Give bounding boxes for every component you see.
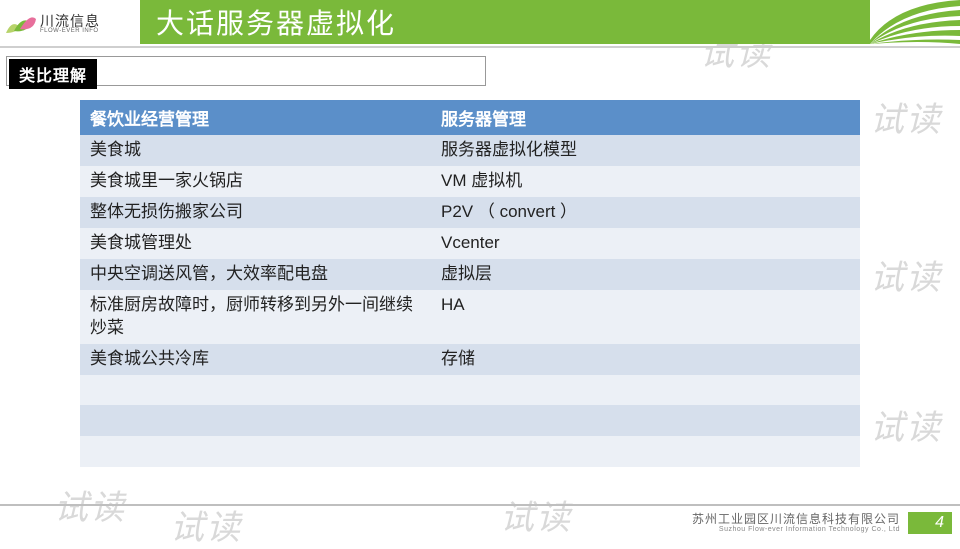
table-cell: 美食城 (80, 135, 431, 166)
table-cell: 美食城里一家火锅店 (80, 166, 431, 197)
page-number-value: 4 (935, 514, 944, 532)
table-cell: 美食城公共冷库 (80, 344, 431, 375)
logo-text-en: FLOW-EVER INFO (40, 28, 100, 34)
logo-mark-icon (6, 9, 36, 39)
logo: 川流信息 FLOW-EVER INFO (6, 2, 136, 46)
footer-company-en: Suzhou Flow-ever Information Technology … (692, 526, 900, 534)
analogy-table-container: 餐饮业经营管理 服务器管理 美食城服务器虚拟化模型美食城里一家火锅店VM 虚拟机… (80, 100, 860, 467)
table-row: 美食城服务器虚拟化模型 (80, 135, 860, 166)
table-row: 美食城管理处Vcenter (80, 228, 860, 259)
table-row: 中央空调送风管，大效率配电盘虚拟层 (80, 259, 860, 290)
header-stripes-icon (870, 0, 960, 44)
table-cell: Vcenter (431, 228, 860, 259)
table-row: 整体无损伤搬家公司P2V （ convert ） (80, 197, 860, 228)
watermark-text: 试读 (870, 400, 942, 449)
table-cell: 整体无损伤搬家公司 (80, 197, 431, 228)
table-cell: 存储 (431, 344, 860, 375)
table-row: 美食城里一家火锅店VM 虚拟机 (80, 166, 860, 197)
logo-text-cn: 川流信息 (40, 14, 100, 28)
table-header-cell: 服务器管理 (431, 100, 860, 135)
table-cell (80, 375, 431, 406)
table-cell: 服务器虚拟化模型 (431, 135, 860, 166)
table-cell: 美食城管理处 (80, 228, 431, 259)
slide-footer: 苏州工业园区川流信息科技有限公司 Suzhou Flow-ever Inform… (0, 504, 960, 540)
table-cell: 虚拟层 (431, 259, 860, 290)
table-cell (80, 436, 431, 467)
footer-company: 苏州工业园区川流信息科技有限公司 Suzhou Flow-ever Inform… (692, 513, 900, 534)
table-row (80, 375, 860, 406)
slide-header: 川流信息 FLOW-EVER INFO 大话服务器虚拟化 (0, 0, 960, 48)
table-cell: 中央空调送风管，大效率配电盘 (80, 259, 431, 290)
table-row (80, 436, 860, 467)
header-divider (0, 46, 960, 48)
table-cell: VM 虚拟机 (431, 166, 860, 197)
footer-company-cn: 苏州工业园区川流信息科技有限公司 (692, 513, 900, 526)
section-label-box: 类比理解 (6, 56, 486, 86)
table-row (80, 405, 860, 436)
table-cell (431, 405, 860, 436)
slide-title: 大话服务器虚拟化 (140, 0, 870, 44)
section-label: 类比理解 (9, 59, 97, 89)
table-cell (431, 375, 860, 406)
table-row: 标准厨房故障时，厨师转移到另外一间继续炒菜HA (80, 290, 860, 344)
watermark-text: 试读 (870, 92, 942, 141)
table-cell (80, 405, 431, 436)
page-number: 4 (908, 512, 952, 534)
table-cell: 标准厨房故障时，厨师转移到另外一间继续炒菜 (80, 290, 431, 344)
table-header-cell: 餐饮业经营管理 (80, 100, 431, 135)
watermark-text: 试读 (870, 250, 942, 299)
table-row: 美食城公共冷库存储 (80, 344, 860, 375)
analogy-table: 餐饮业经营管理 服务器管理 美食城服务器虚拟化模型美食城里一家火锅店VM 虚拟机… (80, 100, 860, 467)
table-header-row: 餐饮业经营管理 服务器管理 (80, 100, 860, 135)
table-cell: HA (431, 290, 860, 344)
footer-divider (0, 504, 960, 506)
table-cell: P2V （ convert ） (431, 197, 860, 228)
table-cell (431, 436, 860, 467)
